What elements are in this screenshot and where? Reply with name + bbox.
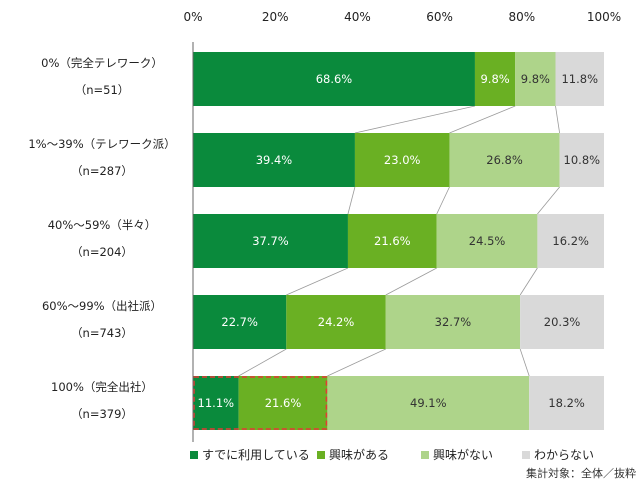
data-label: 22.7%	[221, 315, 258, 329]
bar-segment	[347, 214, 437, 268]
y-axis: 0%（完全テレワーク） （n=51） 1%～39%（テレワーク派） （n=287） 40…	[28, 42, 194, 442]
category-label: 0%（完全テレワーク）	[41, 56, 163, 70]
connector-line	[385, 267, 437, 296]
bar-segment	[520, 295, 604, 349]
data-label: 20.3%	[544, 315, 581, 329]
category-sample-size: （n=743）	[71, 326, 133, 340]
bar-segment	[555, 52, 604, 106]
bar-segment	[193, 133, 355, 187]
bars	[193, 52, 604, 430]
bar-segment	[515, 52, 556, 106]
legend-swatch	[421, 451, 429, 459]
data-label: 21.6%	[265, 396, 302, 410]
bar-segment	[193, 52, 475, 106]
bar-segment	[474, 52, 516, 106]
connector-line	[555, 105, 561, 134]
legend-swatch	[190, 451, 198, 459]
connector-line	[519, 267, 538, 296]
bar-segment	[436, 214, 538, 268]
category-sample-size: （n=379）	[71, 407, 133, 421]
footnote: 集計対象：全体／抜粋	[526, 467, 636, 480]
x-tick-label: 0%	[183, 10, 202, 24]
legend: すでに利用している 興味がある 興味がない わからない	[190, 447, 594, 462]
category-label: 1%～39%（テレワーク派）	[28, 137, 175, 151]
data-label: 11.8%	[561, 72, 598, 86]
highlight-box	[193, 376, 328, 430]
data-label: 37.7%	[252, 234, 289, 248]
legend-label: 興味がある	[329, 447, 389, 462]
connector-line	[354, 105, 476, 134]
legend-label: 興味がない	[433, 447, 493, 462]
bar-segment	[449, 133, 560, 187]
data-label: 11.1%	[198, 396, 235, 410]
highlight-dashed-box	[193, 376, 328, 430]
category-label: 100%（完全出社）	[51, 380, 153, 394]
data-label: 68.6%	[316, 72, 353, 86]
x-tick-label: 100%	[587, 10, 621, 24]
legend-label: わからない	[534, 448, 594, 462]
data-label: 39.4%	[256, 153, 293, 167]
data-label: 24.2%	[318, 315, 355, 329]
category-sample-size: （n=51）	[75, 83, 130, 97]
category-sample-size: （n=287）	[71, 164, 133, 178]
data-label: 21.6%	[374, 234, 411, 248]
bar-segment	[193, 214, 348, 268]
x-axis: 0% 20% 40% 60% 80% 100%	[183, 10, 621, 24]
category-sample-size: （n=204）	[71, 245, 133, 259]
x-tick-label: 20%	[262, 10, 289, 24]
bar-segment	[537, 214, 604, 268]
data-label: 18.2%	[548, 396, 585, 410]
bar-segment	[354, 133, 450, 187]
x-tick-label: 80%	[508, 10, 535, 24]
bar-segment	[529, 376, 604, 430]
connector-line	[436, 186, 450, 215]
category-label: 60%～99%（出社派）	[42, 299, 162, 313]
bar-segment	[327, 376, 530, 430]
data-label: 9.8%	[480, 72, 509, 86]
data-label: 23.0%	[384, 153, 421, 167]
data-label: 10.8%	[564, 153, 601, 167]
bar-segment	[238, 376, 328, 430]
data-label: 49.1%	[410, 396, 447, 410]
category-label: 40%～59%（半々）	[48, 218, 157, 232]
bar-segment	[193, 295, 287, 349]
connector-lines	[238, 105, 561, 377]
data-label: 9.8%	[521, 72, 550, 86]
bar-segment	[385, 295, 521, 349]
bar-segment	[286, 295, 386, 349]
legend-swatch	[522, 451, 530, 459]
connector-line	[238, 348, 287, 377]
x-tick-label: 40%	[344, 10, 371, 24]
bar-segment	[559, 133, 604, 187]
connector-line	[449, 105, 516, 134]
bar-labels: 68.6% 9.8% 9.8% 11.8% 39.4% 23.0% 26.8% 10.8% 37…	[198, 72, 601, 410]
connector-line	[347, 186, 356, 215]
data-label: 26.8%	[486, 153, 523, 167]
connector-line	[537, 186, 560, 215]
connector-line	[519, 348, 530, 377]
x-tick-label: 60%	[426, 10, 453, 24]
legend-label: すでに利用している	[202, 448, 310, 462]
bar-segment	[193, 376, 239, 430]
connector-line	[286, 267, 349, 296]
data-label: 32.7%	[435, 315, 472, 329]
connector-line	[327, 348, 386, 377]
data-label: 24.5%	[469, 234, 506, 248]
data-label: 16.2%	[552, 234, 589, 248]
legend-swatch	[317, 451, 325, 459]
